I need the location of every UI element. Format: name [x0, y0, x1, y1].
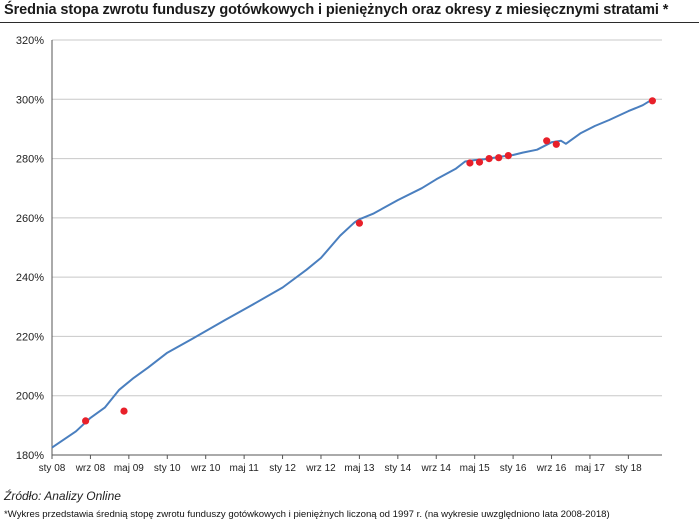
chart-title: Średnia stopa zwrotu funduszy gotówkowyc… — [4, 2, 669, 18]
return-line — [51, 98, 653, 449]
x-tick-label: sty 12 — [269, 463, 296, 474]
footnote: *Wykres przedstawia średnią stopę zwrotu… — [4, 509, 610, 520]
grid-lines — [51, 39, 662, 456]
loss-marker — [466, 159, 474, 167]
x-tick-label: maj 17 — [575, 463, 605, 474]
x-tick-label: wrz 16 — [536, 463, 567, 474]
loss-marker — [504, 152, 512, 160]
y-tick-label: 200% — [16, 391, 44, 403]
title-rule — [0, 22, 699, 23]
x-tick-label: sty 18 — [615, 463, 642, 474]
x-axis-ticks: sty 08 wrz 08 maj 09 sty 10 wrz 10 maj 11 sty … — [39, 455, 642, 474]
x-tick-label: wrz 10 — [190, 463, 221, 474]
x-tick-label: maj 09 — [114, 463, 144, 474]
loss-marker — [485, 155, 493, 163]
loss-markers — [82, 97, 657, 425]
loss-marker — [648, 97, 657, 105]
loss-marker — [355, 219, 363, 227]
source-note: Źródło: Analizy Online — [4, 489, 121, 503]
loss-marker — [495, 154, 503, 162]
loss-marker — [552, 140, 560, 148]
loss-marker — [82, 417, 90, 425]
x-tick-label: maj 13 — [344, 463, 374, 474]
x-tick-label: sty 10 — [154, 463, 181, 474]
y-tick-label: 280% — [16, 154, 44, 166]
series-group — [51, 98, 653, 449]
x-tick-label: wrz 14 — [421, 463, 452, 474]
x-tick-label: maj 11 — [229, 463, 259, 474]
loss-marker — [120, 407, 128, 415]
y-tick-label: 320% — [16, 35, 44, 47]
x-tick-label: wrz 08 — [75, 463, 106, 474]
x-tick-label: maj 15 — [460, 463, 490, 474]
loss-marker — [543, 137, 551, 145]
loss-marker — [475, 158, 484, 166]
y-axis-ticks: 180% 200% 220% 240% 260% 280% 300% 320% — [16, 35, 44, 462]
y-tick-label: 240% — [16, 272, 44, 284]
x-tick-label: sty 08 — [39, 463, 66, 474]
line-chart: 180% 200% 220% 240% 260% 280% 300% 320% sty 08 w… — [16, 35, 662, 474]
y-tick-label: 300% — [16, 94, 44, 106]
y-tick-label: 180% — [16, 450, 44, 462]
x-tick-label: sty 16 — [500, 463, 527, 474]
y-tick-label: 220% — [16, 331, 44, 343]
y-tick-label: 260% — [16, 213, 44, 225]
x-tick-label: sty 14 — [384, 463, 411, 474]
x-tick-label: wrz 12 — [305, 463, 336, 474]
